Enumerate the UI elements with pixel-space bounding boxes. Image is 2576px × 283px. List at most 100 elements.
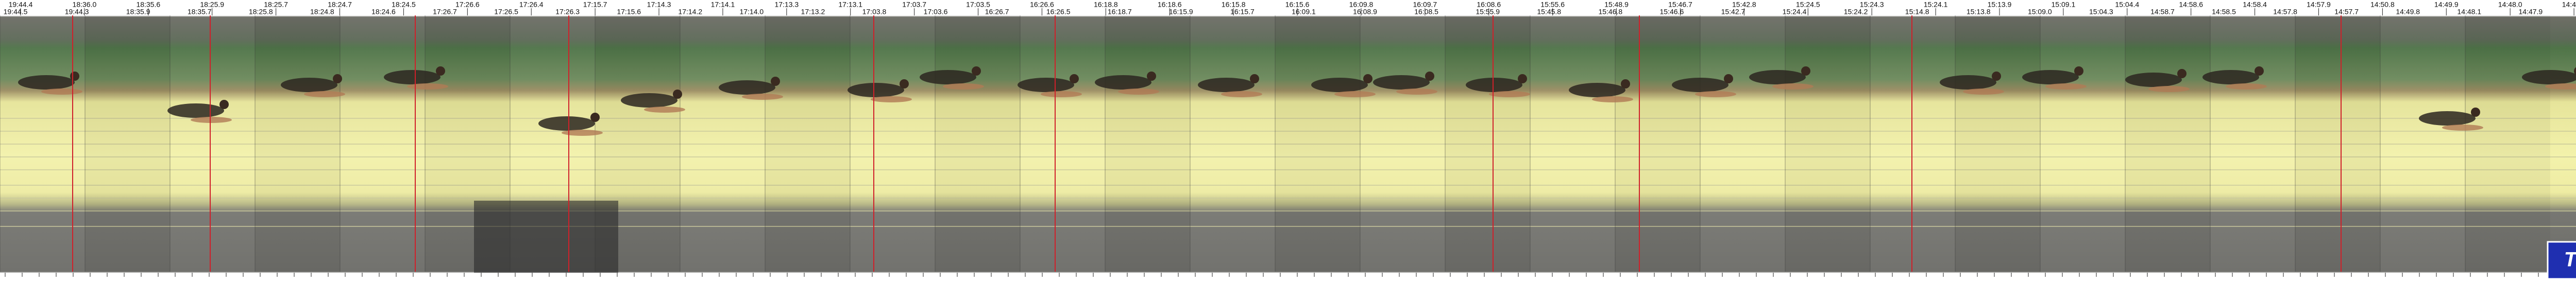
runner-head [2074, 66, 2083, 76]
slice-shade [2295, 15, 2380, 272]
time-label: 15:13.8 [1967, 8, 1991, 16]
runner-head [436, 66, 445, 76]
slice-shade [255, 15, 340, 272]
slice-dark [474, 201, 618, 273]
time-label: 17:03.6 [924, 8, 948, 16]
runner-head [590, 113, 600, 122]
time-label: 17:14.1 [711, 1, 735, 9]
runner-body [281, 78, 337, 92]
time-label: 18:24.6 [371, 8, 396, 16]
time-label: 15:04.4 [2115, 1, 2139, 9]
time-label: 18:24.5 [392, 1, 416, 9]
runner-body [1672, 78, 1728, 92]
time-label: 14:49.8 [2396, 8, 2420, 16]
time-label: 14:48.0 [2498, 1, 2522, 9]
slice-shade [2040, 15, 2125, 272]
slice-shade [680, 15, 765, 272]
runner-body [2419, 111, 2476, 126]
runner-limb [1695, 91, 1736, 97]
time-label: 15:24.2 [1844, 8, 1868, 16]
time-label: 15:55.9 [1476, 8, 1500, 16]
time-label: 16:26.5 [1046, 8, 1071, 16]
time-label: 18:24.8 [310, 8, 334, 16]
time-label: 15:24.1 [1924, 1, 1948, 9]
time-label: 16:15.9 [1169, 8, 1193, 16]
time-label: 15:42.7 [1721, 8, 1745, 16]
time-label: 17:14.2 [678, 8, 702, 16]
runner-limb [2226, 83, 2267, 90]
time-label: 16:09.1 [1292, 8, 1316, 16]
slice-shade [1530, 15, 1615, 272]
time-label: 16:09.8 [1349, 1, 1374, 9]
slice-shade [1615, 15, 1700, 272]
runner-head [333, 74, 342, 83]
runner-body [621, 93, 677, 108]
time-label: 17:15.6 [617, 8, 641, 16]
runner-limb [1592, 96, 1633, 102]
runner-limb [562, 130, 603, 136]
time-label: 16:15.8 [1222, 1, 1246, 9]
slice-shade [2210, 15, 2295, 272]
slice-shade [1955, 15, 2040, 272]
runner-body [1749, 70, 1806, 84]
time-label: 17:03.8 [862, 8, 887, 16]
time-label: 15:45.8 [1537, 8, 1561, 16]
runner-head [900, 79, 909, 89]
runner-limb [304, 91, 345, 97]
runner-head [2574, 67, 2576, 75]
time-label: 17:03.5 [966, 1, 990, 9]
slice-shade [2125, 15, 2210, 272]
time-label: 15:46.7 [1668, 1, 1692, 9]
runner-head [2177, 69, 2187, 78]
time-label: 16:15.6 [1285, 1, 1310, 9]
time-label: 15:46.8 [1598, 8, 1622, 16]
runner-limb [407, 83, 448, 90]
time-label: 17:26.6 [455, 1, 480, 9]
slice-shade [935, 15, 1020, 272]
runner-head [1070, 74, 1079, 83]
runner-head [1992, 72, 2001, 81]
runner-head [1363, 74, 1372, 83]
time-label: 14:48.1 [2457, 8, 2481, 16]
time-label: 14:58.7 [2150, 8, 2175, 16]
time-label: 17:13.1 [838, 1, 862, 9]
slice-shade [1360, 15, 1445, 272]
runner-head [1801, 66, 1810, 76]
time-label: 14:49.9 [2434, 1, 2459, 9]
time-label: 14:47.8 [2562, 1, 2576, 9]
runner-head [219, 100, 229, 109]
runner-limb [1489, 91, 1530, 97]
runner-body [538, 116, 595, 131]
runner-head [2471, 108, 2480, 117]
slice-shade [1445, 15, 1530, 272]
time-label: 18:25.8 [249, 8, 273, 16]
time-label: 16:26.6 [1030, 1, 1054, 9]
time-label: 15:42.8 [1732, 1, 1756, 9]
time-label: 16:15.7 [1230, 8, 1255, 16]
runner-limb [871, 96, 912, 102]
time-label: 14:57.8 [2273, 8, 2297, 16]
time-label: 15:04.3 [2089, 8, 2113, 16]
time-label: 18:35.7 [188, 8, 212, 16]
slice-shade [850, 15, 935, 272]
time-label: 14:58.4 [2243, 1, 2267, 9]
slice-shade [1275, 15, 1360, 272]
time-label: 15:24.4 [1783, 8, 1807, 16]
runner-limb [1963, 89, 2004, 95]
time-label: 18:24.7 [328, 1, 352, 9]
runner-limb [2545, 83, 2576, 90]
time-label: 16:08.6 [1477, 1, 1501, 9]
runner-body [2125, 73, 2182, 87]
time-label: 16:08.9 [1353, 8, 1377, 16]
time-label: 14:47.9 [2519, 8, 2543, 16]
runners [18, 66, 2576, 136]
time-label: 16:18.7 [1108, 8, 1132, 16]
runner-limb [1334, 91, 1376, 97]
runner-limb [1041, 91, 1082, 97]
time-label: 15:55.6 [1540, 1, 1565, 9]
time-label: 17:03.7 [902, 1, 926, 9]
runner-limb [41, 89, 82, 95]
runner-limb [2045, 83, 2087, 90]
